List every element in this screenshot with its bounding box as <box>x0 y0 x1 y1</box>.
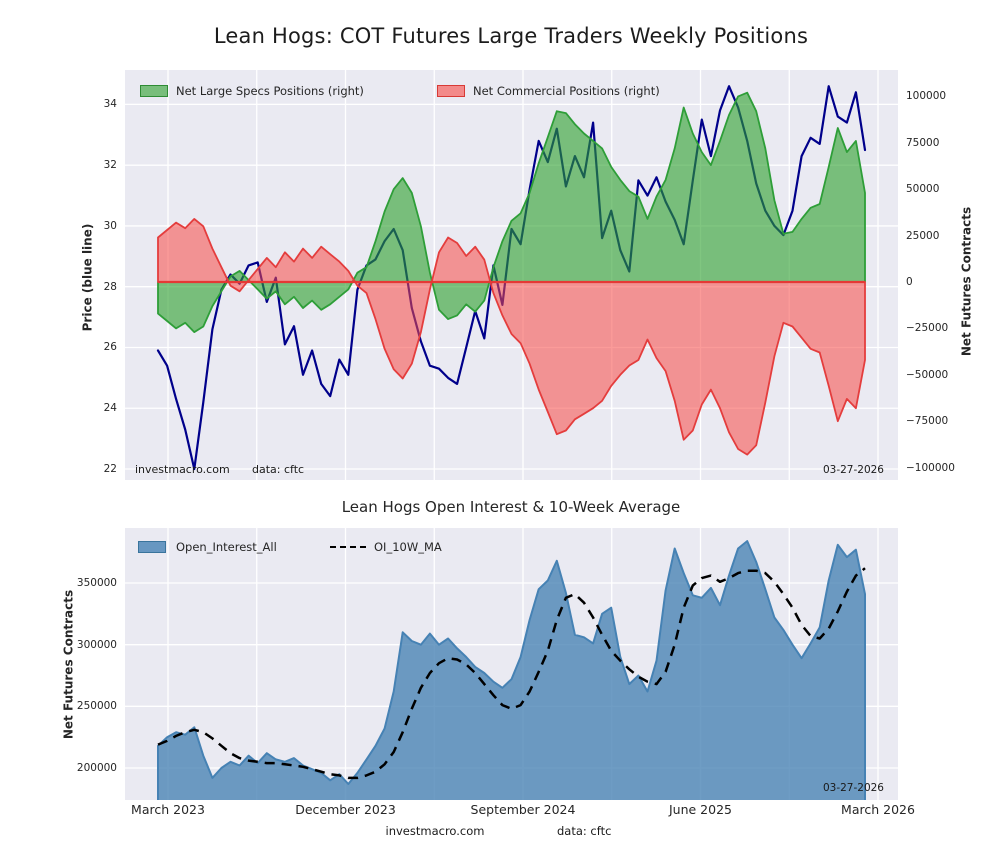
price-tick-label: 24 <box>103 402 117 415</box>
commercials-area <box>157 218 866 456</box>
top-chart-canvas <box>125 70 898 480</box>
specs-area <box>157 91 866 333</box>
x-tick-label: December 2023 <box>295 802 396 817</box>
oi-tick-label: 250000 <box>76 700 117 713</box>
x-tick-label: March 2026 <box>841 802 915 817</box>
specs-legend-label: Net Large Specs Positions (right) <box>176 84 364 98</box>
x-tick-label: March 2023 <box>131 802 205 817</box>
x-tick-label: June 2025 <box>668 802 732 817</box>
oi-tick-label: 350000 <box>76 577 117 589</box>
open-interest-area <box>158 541 865 800</box>
x-tick-label: September 2024 <box>470 802 576 817</box>
open-interest-edge <box>157 540 866 800</box>
contracts-tick-label: −50000 <box>906 368 949 381</box>
ma-legend-label: OI_10W_MA <box>374 540 442 554</box>
contracts-tick-label: −75000 <box>906 415 949 428</box>
bottom-left-axis-label: Net Futures Contracts <box>61 589 76 740</box>
specs-legend-swatch <box>140 85 168 97</box>
ma-legend-swatch <box>330 546 366 548</box>
open-interest-legend-label: Open_Interest_All <box>176 540 277 554</box>
price-tick-label: 26 <box>103 341 117 354</box>
commercials-legend-label: Net Commercial Positions (right) <box>473 84 660 98</box>
price-tick-label: 32 <box>103 159 117 172</box>
figure-title: Lean Hogs: COT Futures Large Traders Wee… <box>213 24 809 48</box>
price-tick-label: 22 <box>103 463 117 475</box>
contracts-tick-label: −25000 <box>906 322 949 335</box>
price-tick-label: 30 <box>103 219 117 232</box>
top-date-stamp: 03-27-2026 <box>822 464 884 476</box>
contracts-tick-label: 25000 <box>906 229 940 242</box>
contracts-tick-label: 75000 <box>906 136 940 149</box>
commercials-legend-swatch <box>437 85 465 97</box>
contracts-tick-label: −100000 <box>906 461 955 474</box>
contracts-tick-label: 0 <box>906 276 913 288</box>
bottom-date-stamp: 03-27-2026 <box>822 782 884 794</box>
top-source-note: data: cftc <box>252 463 305 476</box>
open-interest-legend-swatch <box>138 541 166 553</box>
oi-tick-label: 200000 <box>76 761 117 774</box>
top-watermark: investmacro.com <box>135 463 230 476</box>
price-tick-label: 34 <box>103 98 117 111</box>
contracts-tick-label: 50000 <box>906 183 940 196</box>
bottom-chart-title: Lean Hogs Open Interest & 10-Week Averag… <box>341 498 681 516</box>
price-tick-label: 28 <box>103 280 117 293</box>
contracts-tick-label: 100000 <box>906 90 947 103</box>
oi-tick-label: 300000 <box>76 638 117 651</box>
footer-watermark: investmacro.com <box>385 824 485 838</box>
bottom-chart-canvas <box>125 528 898 800</box>
footer-source-note: data: cftc <box>557 824 612 838</box>
